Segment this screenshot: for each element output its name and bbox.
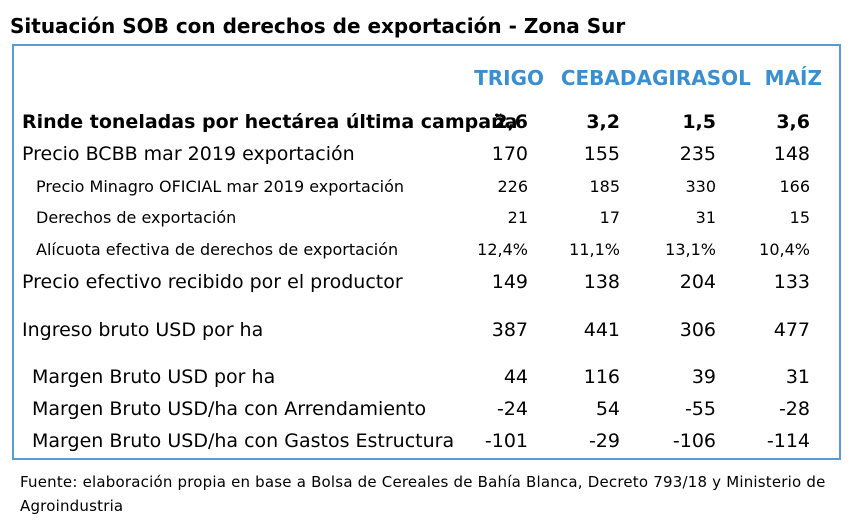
cell-maiz: 3,6 — [776, 111, 810, 133]
cell-maiz: 133 — [773, 271, 810, 293]
row-label: Ingreso bruto USD por ha — [22, 319, 264, 341]
cell-trigo: 12,4% — [477, 240, 528, 259]
cell-cebada: 116 — [583, 366, 620, 388]
cell-maiz: -114 — [766, 430, 810, 452]
table-frame — [12, 44, 841, 460]
column-header-girasol: GIRASOL — [652, 66, 751, 90]
cell-trigo: -101 — [484, 430, 528, 452]
cell-cebada: 3,2 — [586, 111, 620, 133]
cell-trigo: 170 — [491, 143, 528, 165]
source-footnote: Fuente: elaboración propia en base a Bol… — [20, 473, 826, 515]
cell-trigo: 2,6 — [494, 111, 528, 133]
cell-cebada: 11,1% — [569, 240, 620, 259]
column-header-maiz: MAÍZ — [764, 66, 822, 90]
cell-maiz: 31 — [785, 366, 810, 388]
table-title: Situación SOB con derechos de exportació… — [10, 14, 626, 38]
cell-maiz: 148 — [773, 143, 810, 165]
cell-cebada: -29 — [588, 430, 620, 452]
row-label: Rinde toneladas por hectárea última camp… — [22, 111, 518, 133]
cell-maiz: 10,4% — [759, 240, 810, 259]
cell-maiz: 15 — [789, 208, 810, 227]
cell-trigo: 387 — [491, 319, 528, 341]
row-label: Precio efectivo recibido por el producto… — [22, 271, 403, 293]
row-label: Derechos de exportación — [36, 208, 237, 227]
cell-cebada: 185 — [589, 177, 620, 196]
cell-trigo: 44 — [503, 366, 528, 388]
cell-girasol: 1,5 — [682, 111, 716, 133]
cell-cebada: 441 — [583, 319, 620, 341]
cell-girasol: 330 — [685, 177, 716, 196]
cell-maiz: 477 — [773, 319, 810, 341]
cell-girasol: 39 — [691, 366, 716, 388]
cell-girasol: -106 — [672, 430, 716, 452]
column-header-cebada: CEBADA — [560, 66, 652, 90]
cell-trigo: 149 — [491, 271, 528, 293]
cell-trigo: 226 — [497, 177, 528, 196]
cell-girasol: 31 — [695, 208, 716, 227]
cell-trigo: 21 — [507, 208, 528, 227]
column-header-trigo: TRIGO — [474, 66, 544, 90]
cell-girasol: -55 — [684, 398, 716, 420]
cell-cebada: 138 — [583, 271, 620, 293]
cell-maiz: 166 — [779, 177, 810, 196]
cell-girasol: 204 — [679, 271, 716, 293]
cell-cebada: 155 — [583, 143, 620, 165]
row-label: Margen Bruto USD/ha con Arrendamiento — [32, 398, 427, 420]
cell-girasol: 306 — [679, 319, 716, 341]
row-label: Precio BCBB mar 2019 exportación — [22, 143, 355, 165]
row-label: Margen Bruto USD por ha — [32, 366, 276, 388]
cell-trigo: -24 — [496, 398, 528, 420]
row-label: Margen Bruto USD/ha con Gastos Estructur… — [32, 430, 455, 452]
row-label: Alícuota efectiva de derechos de exporta… — [36, 240, 399, 259]
cell-cebada: 54 — [595, 398, 620, 420]
cell-maiz: -28 — [778, 398, 810, 420]
cell-cebada: 17 — [599, 208, 620, 227]
cell-girasol: 13,1% — [665, 240, 716, 259]
row-label: Precio Minagro OFICIAL mar 2019 exportac… — [36, 177, 405, 196]
cell-girasol: 235 — [679, 143, 716, 165]
